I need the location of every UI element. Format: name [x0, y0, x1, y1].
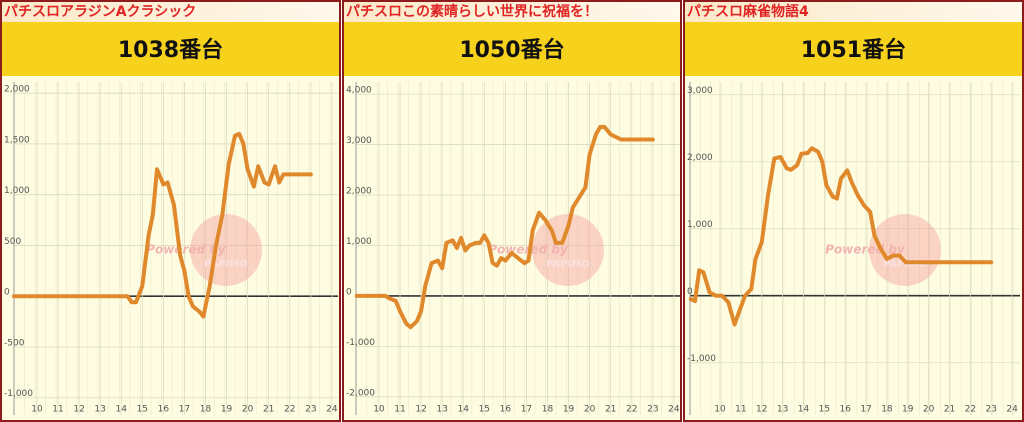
x-tick-label: 14: [458, 405, 470, 415]
x-tick-label: 12: [756, 405, 767, 415]
x-tick-label: 18: [881, 405, 893, 415]
watermark-text: Powered by: [146, 243, 227, 257]
x-tick-label: 15: [819, 405, 830, 415]
x-tick-label: 10: [373, 405, 385, 415]
y-tick-label: 0: [687, 287, 693, 297]
x-tick-label: 17: [179, 405, 190, 415]
x-tick-label: 20: [923, 405, 935, 415]
x-tick-label: 14: [798, 405, 810, 415]
y-tick-label: 2,000: [687, 153, 713, 163]
x-tick-label: 24: [668, 405, 680, 415]
y-tick-label: 0: [4, 288, 10, 298]
y-tick-label: -1,000: [687, 354, 716, 364]
x-tick-label: 20: [584, 405, 596, 415]
watermark-circle: [532, 214, 604, 286]
y-tick-label: 3,000: [346, 136, 372, 146]
panel-border: [342, 0, 682, 422]
x-tick-label: 18: [542, 405, 554, 415]
x-tick-label: 21: [605, 405, 616, 415]
x-tick-label: 12: [73, 405, 84, 415]
x-tick-label: 22: [965, 405, 976, 415]
panel-border: [683, 0, 1024, 422]
x-tick-label: 17: [860, 405, 871, 415]
y-tick-label: 2,000: [4, 85, 30, 95]
number-band: [683, 22, 1024, 76]
x-tick-label: 11: [52, 405, 63, 415]
y-tick-label: 2,000: [346, 187, 372, 197]
x-tick-label: 19: [221, 405, 233, 415]
x-tick-label: 10: [714, 405, 726, 415]
machine-name: パチスロ麻雀物語4: [687, 3, 809, 20]
x-tick-label: 11: [394, 405, 405, 415]
x-tick-label: 22: [284, 405, 295, 415]
header-bar: [342, 0, 682, 22]
machine-name: パチスロアラジンAクラシック: [4, 4, 196, 20]
x-tick-label: 21: [263, 405, 274, 415]
x-tick-label: 13: [94, 405, 105, 415]
x-tick-label: 23: [647, 405, 658, 415]
y-tick-label: 0: [346, 287, 352, 297]
header-bar: [0, 0, 341, 22]
y-tick-label: 3,000: [687, 86, 713, 96]
number-band: [342, 22, 682, 76]
y-tick-label: 1,000: [687, 220, 713, 230]
x-tick-label: 12: [415, 405, 426, 415]
x-tick-label: 16: [500, 405, 512, 415]
data-line: [354, 124, 655, 330]
x-tick-label: 17: [521, 405, 532, 415]
x-tick-label: 11: [735, 405, 746, 415]
machine-number: 1050番台: [459, 37, 564, 63]
y-tick-label: 1,500: [4, 135, 30, 145]
watermark-logo: PAPIMO: [546, 259, 590, 270]
x-tick-label: 21: [944, 405, 955, 415]
y-tick-label: 1,000: [346, 237, 372, 247]
watermark-logo: PAPIMO: [883, 259, 927, 270]
watermark-logo: PAPIMO: [204, 259, 248, 270]
x-tick-label: 22: [626, 405, 637, 415]
x-tick-label: 24: [326, 405, 338, 415]
y-tick-label: -500: [4, 338, 25, 348]
y-tick-label: -1,000: [346, 338, 375, 348]
y-tick-label: 4,000: [346, 86, 372, 96]
x-tick-label: 24: [1006, 405, 1018, 415]
watermark-circle: [190, 214, 262, 286]
data-line: [12, 131, 313, 319]
y-tick-label: 500: [4, 237, 21, 247]
x-tick-label: 19: [902, 405, 914, 415]
x-tick-label: 20: [242, 405, 254, 415]
data-line: [688, 146, 994, 327]
header-bar: [683, 0, 1024, 22]
x-tick-label: 15: [479, 405, 490, 415]
machine-number: 1051番台: [801, 37, 906, 63]
machine-number: 1038番台: [118, 37, 223, 63]
y-tick-label: -2,000: [346, 388, 375, 398]
x-tick-label: 13: [436, 405, 447, 415]
number-band: [0, 22, 341, 76]
x-tick-label: 18: [200, 405, 212, 415]
x-tick-label: 16: [839, 405, 851, 415]
y-tick-label: -1,000: [4, 389, 33, 399]
x-tick-label: 23: [985, 405, 996, 415]
x-tick-label: 19: [563, 405, 575, 415]
watermark-circle: [869, 214, 941, 286]
x-tick-label: 14: [116, 405, 128, 415]
panel-border: [0, 0, 341, 422]
machine-name: パチスロこの素晴らしい世界に祝福を！: [346, 3, 598, 20]
x-tick-label: 13: [777, 405, 788, 415]
x-tick-label: 10: [31, 405, 43, 415]
x-tick-label: 16: [158, 405, 170, 415]
x-tick-label: 23: [305, 405, 316, 415]
x-tick-label: 15: [137, 405, 148, 415]
y-tick-label: 1,000: [4, 186, 30, 196]
watermark-text: Powered by: [825, 243, 906, 257]
